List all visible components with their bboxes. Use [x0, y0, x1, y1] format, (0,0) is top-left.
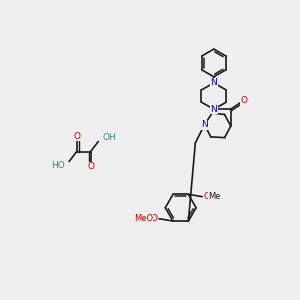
- Text: N: N: [201, 120, 208, 129]
- Text: O: O: [204, 192, 211, 201]
- Text: HO: HO: [51, 161, 64, 170]
- Text: O: O: [151, 214, 158, 223]
- Text: OH: OH: [103, 133, 117, 142]
- Text: O: O: [240, 96, 247, 105]
- Text: O: O: [73, 132, 80, 141]
- Text: N: N: [210, 79, 217, 88]
- Text: MeO: MeO: [134, 214, 153, 223]
- Text: N: N: [210, 105, 217, 114]
- Text: Me: Me: [208, 192, 221, 201]
- Text: O: O: [87, 162, 94, 171]
